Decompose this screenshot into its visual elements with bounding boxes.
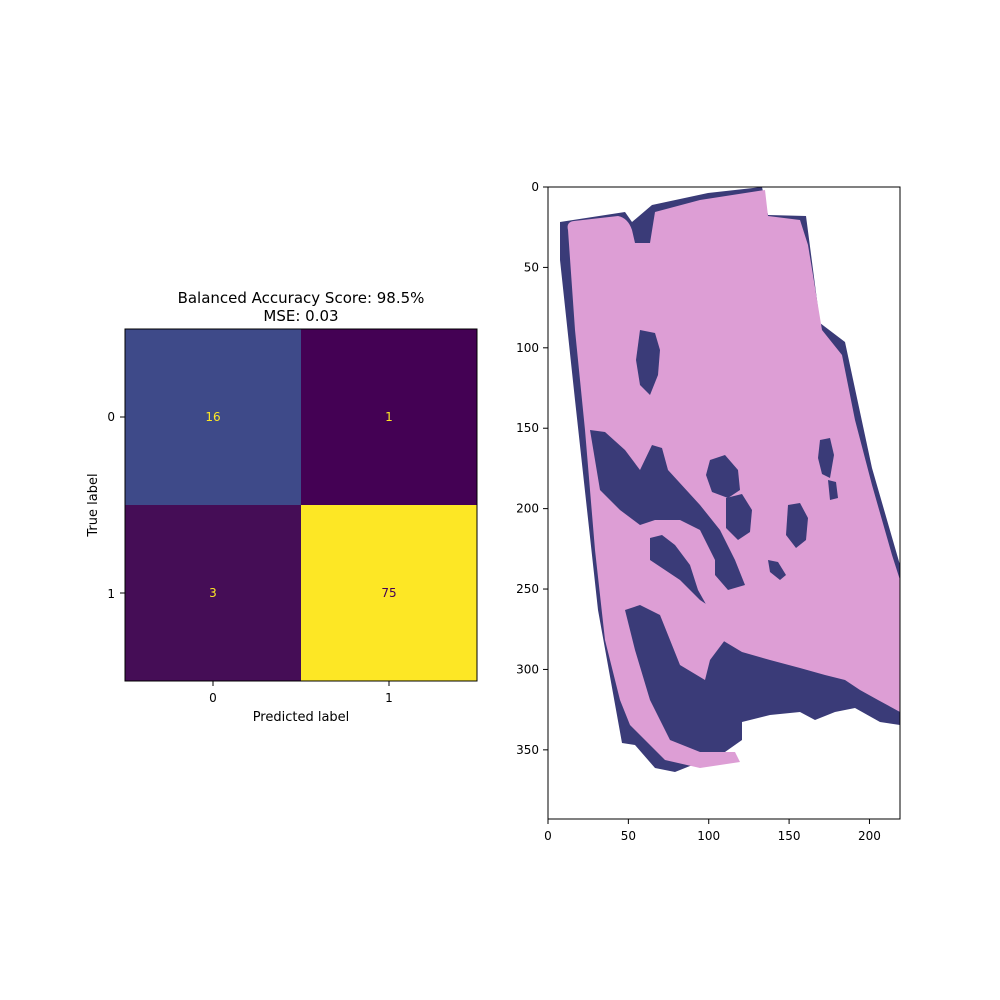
x-tick-label-1: 1 [385, 691, 393, 705]
image-x-tick-label: 150 [778, 829, 801, 843]
matrix-value-1-0: 3 [209, 586, 217, 600]
mask-hole-8 [828, 480, 838, 500]
image-y-tick-label: 200 [516, 502, 539, 516]
image-y-ticks: 0 50 100 150 200 250 300 350 [516, 180, 548, 757]
chart-title-line2: MSE: 0.03 [263, 307, 338, 325]
mask-hole-7 [768, 560, 786, 580]
y-tick-label-1: 1 [107, 587, 115, 601]
image-y-tick-label: 150 [516, 421, 539, 435]
segmentation-image-chart: 0 50 100 150 200 0 50 100 150 200 250 300 350 [516, 180, 901, 843]
image-x-tick-label: 0 [544, 829, 552, 843]
chart-title-line1: Balanced Accuracy Score: 98.5% [178, 289, 425, 307]
x-tick-label-0: 0 [209, 691, 217, 705]
image-x-tick-label: 100 [697, 829, 720, 843]
mask-hole-5 [786, 503, 808, 548]
image-y-tick-label: 50 [524, 260, 539, 274]
image-frame [547, 186, 901, 820]
image-x-ticks: 0 50 100 150 200 [544, 819, 881, 843]
image-y-tick-label: 250 [516, 582, 539, 596]
image-y-tick-label: 300 [516, 662, 539, 676]
y-axis-label: True label [86, 473, 101, 537]
mask-hole-6 [818, 438, 834, 478]
mask-hole-3 [706, 455, 740, 498]
matrix-cell-1-1 [301, 505, 477, 681]
confusion-matrix-chart: Balanced Accuracy Score: 98.5% MSE: 0.03… [86, 289, 478, 725]
y-tick-label-0: 0 [107, 410, 115, 424]
confusion-matrix-cells: 16 1 3 75 [125, 329, 477, 681]
matrix-cell-0-0 [125, 329, 301, 505]
matrix-cell-1-0 [125, 505, 301, 681]
mask-hole-2 [590, 430, 745, 590]
matrix-value-0-0: 16 [205, 410, 220, 424]
mask-hole-1 [636, 330, 660, 395]
image-y-tick-label: 0 [531, 180, 539, 194]
matrix-cell-0-1 [301, 329, 477, 505]
image-y-tick-label: 100 [516, 341, 539, 355]
x-axis-label: Predicted label [253, 710, 350, 725]
matrix-frame [124, 328, 478, 682]
image-y-tick-label: 350 [516, 743, 539, 757]
mask-hole-4 [726, 494, 752, 540]
matrix-value-1-1: 75 [381, 586, 396, 600]
image-x-tick-label: 200 [858, 829, 881, 843]
matrix-value-0-1: 1 [385, 410, 393, 424]
image-x-tick-label: 50 [621, 829, 636, 843]
